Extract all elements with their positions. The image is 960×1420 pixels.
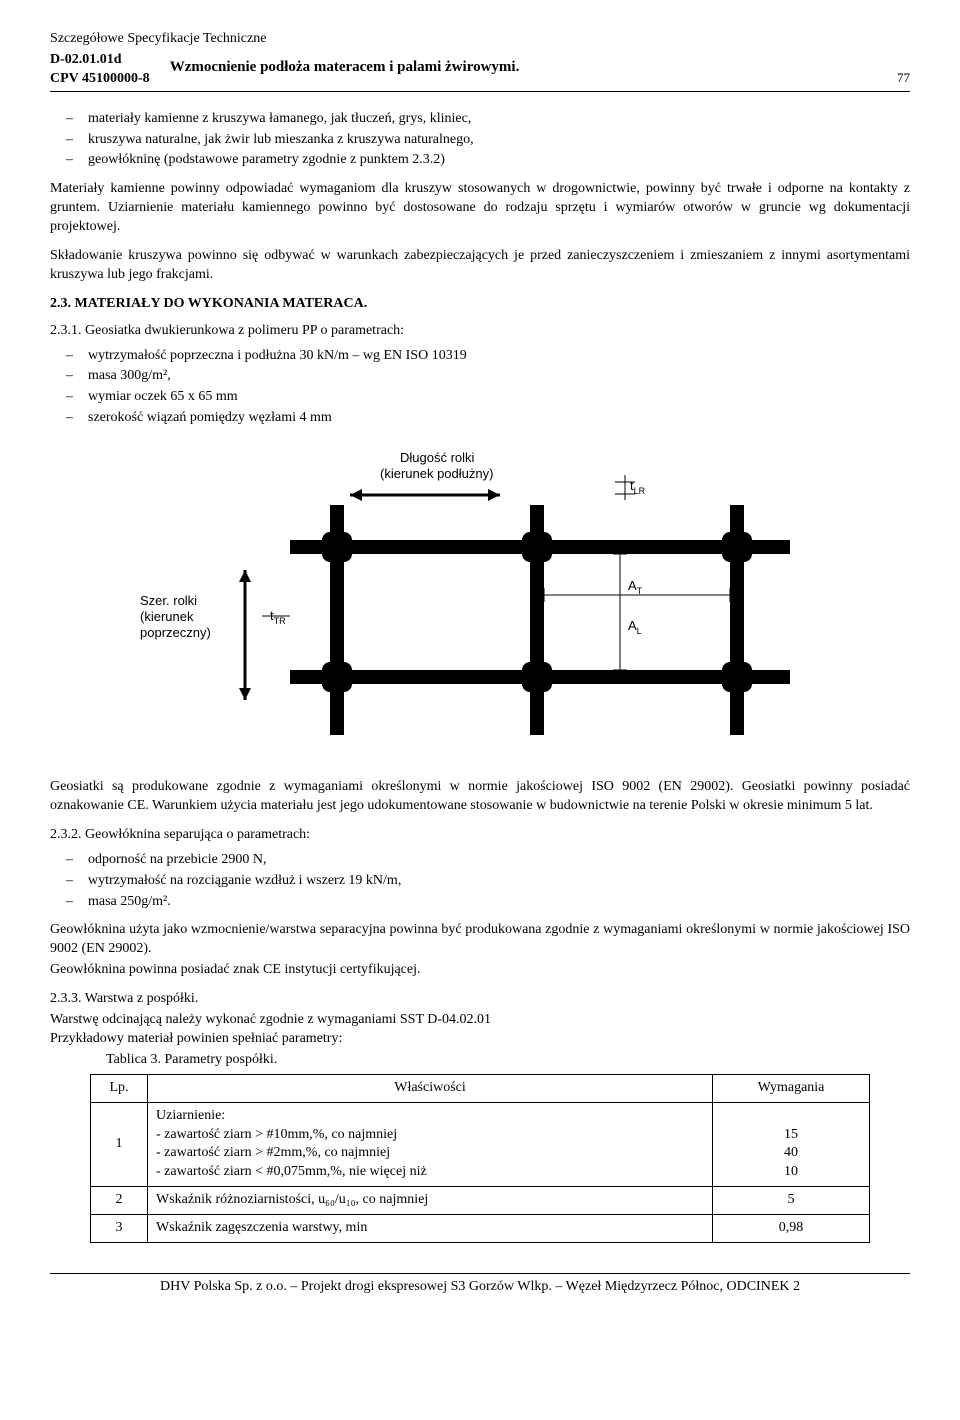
header-title: Wzmocnienie podłoża materacem i palami ż… — [170, 51, 897, 77]
geosiatka-list: wytrzymałość poprzeczna i podłużna 30 kN… — [50, 347, 910, 429]
section-heading-23: 2.3. MATERIAŁY DO WYKONANIA MATERACA. — [50, 295, 910, 314]
diagram-at: AT — [628, 578, 643, 596]
header-top-line: Szczegółowe Specyfikacje Techniczne — [50, 30, 910, 49]
diagram-al: AL — [628, 618, 642, 636]
table-row: 1 Uziarnienie: - zawartość ziarn > #10mm… — [91, 1102, 870, 1187]
subsection-232: 2.3.2. Geowłóknina separująca o parametr… — [50, 826, 910, 845]
diagram-left-label3: poprzeczny) — [140, 625, 211, 640]
subsection-233: 2.3.3. Warstwa z pospółki. — [50, 990, 910, 1009]
diagram-top-label1: Długość rolki — [400, 450, 475, 465]
list-item: materiały kamienne z kruszywa łamanego, … — [88, 110, 910, 129]
paragraph-pospolka2: Przykładowy materiał powinien spełniać p… — [50, 1030, 910, 1049]
table-cell-prop: Wskaźnik zagęszczenia warstwy, min — [148, 1215, 713, 1243]
diagram-top-label2: (kierunek podłużny) — [380, 466, 493, 481]
table-cell-lp: 1 — [91, 1102, 148, 1187]
paragraph-pospolka1: Warstwę odcinającą należy wykonać zgodni… — [50, 1011, 910, 1030]
paragraph: Materiały kamienne powinny odpowiadać wy… — [50, 180, 910, 237]
list-item: szerokość wiązań pomiędzy węzłami 4 mm — [88, 409, 910, 428]
header-row: D-02.01.01d CPV 45100000-8 Wzmocnienie p… — [50, 51, 910, 92]
table-cell-req: 5 — [713, 1187, 870, 1215]
paragraph: Składowanie kruszywa powinno się odbywać… — [50, 247, 910, 285]
page-footer: DHV Polska Sp. z o.o. – Projekt drogi ek… — [50, 1273, 910, 1297]
table-cell-prop: Wskaźnik różnoziarnistości, u₆₀/u₁₀, co … — [148, 1187, 713, 1215]
table-caption: Tablica 3. Parametry pospółki. — [106, 1051, 910, 1070]
paragraph-geowloknina2: Geowłóknina powinna posiadać znak CE ins… — [50, 961, 910, 980]
diagram-left-label1: Szer. rolki — [140, 593, 197, 608]
list-item: odporność na przebicie 2900 N, — [88, 851, 910, 870]
table-header-row: Lp. Właściwości Wymagania — [91, 1074, 870, 1102]
header-code2: CPV 45100000-8 — [50, 70, 150, 89]
header-page-number: 77 — [897, 51, 910, 87]
header-codes: D-02.01.01d CPV 45100000-8 — [50, 51, 150, 89]
table-cell-req: 0,98 — [713, 1215, 870, 1243]
properties-table: Lp. Właściwości Wymagania 1 Uziarnienie:… — [90, 1074, 870, 1243]
table-cell-req: 15 40 10 — [713, 1102, 870, 1187]
list-item: wytrzymałość na rozciąganie wzdłuż i wsz… — [88, 872, 910, 891]
paragraph-geowloknina: Geowłóknina użyta jako wzmocnienie/warst… — [50, 921, 910, 959]
list-item: masa 300g/m², — [88, 367, 910, 386]
subsection-231: 2.3.1. Geosiatka dwukierunkowa z polimer… — [50, 322, 910, 341]
header-code1: D-02.01.01d — [50, 51, 150, 70]
table-header-lp: Lp. — [91, 1074, 148, 1102]
table-row: 3 Wskaźnik zagęszczenia warstwy, min 0,9… — [91, 1215, 870, 1243]
geowloknina-list: odporność na przebicie 2900 N, wytrzymał… — [50, 851, 910, 912]
table-header-req: Wymagania — [713, 1074, 870, 1102]
list-item: geowłókninę (podstawowe parametry zgodni… — [88, 151, 910, 170]
table-cell-lp: 3 — [91, 1215, 148, 1243]
materials-list: materiały kamienne z kruszywa łamanego, … — [50, 110, 910, 171]
table-row: 2 Wskaźnik różnoziarnistości, u₆₀/u₁₀, c… — [91, 1187, 870, 1215]
geogrid-diagram: Długość rolki (kierunek podłużny) Szer. … — [130, 440, 830, 760]
list-item: masa 250g/m². — [88, 893, 910, 912]
diagram-left-label2: (kierunek — [140, 609, 194, 624]
paragraph-geosiatka: Geosiatki są produkowane zgodnie z wymag… — [50, 778, 910, 816]
diagram-tlr: tLR — [630, 478, 646, 496]
list-item: wymiar oczek 65 x 65 mm — [88, 388, 910, 407]
table-cell-lp: 2 — [91, 1187, 148, 1215]
list-item: kruszywa naturalne, jak żwir lub mieszan… — [88, 131, 910, 150]
table-cell-prop: Uziarnienie: - zawartość ziarn > #10mm,%… — [148, 1102, 713, 1187]
table-header-prop: Właściwości — [148, 1074, 713, 1102]
list-item: wytrzymałość poprzeczna i podłużna 30 kN… — [88, 347, 910, 366]
diagram-ttr: tTR — [270, 608, 286, 626]
